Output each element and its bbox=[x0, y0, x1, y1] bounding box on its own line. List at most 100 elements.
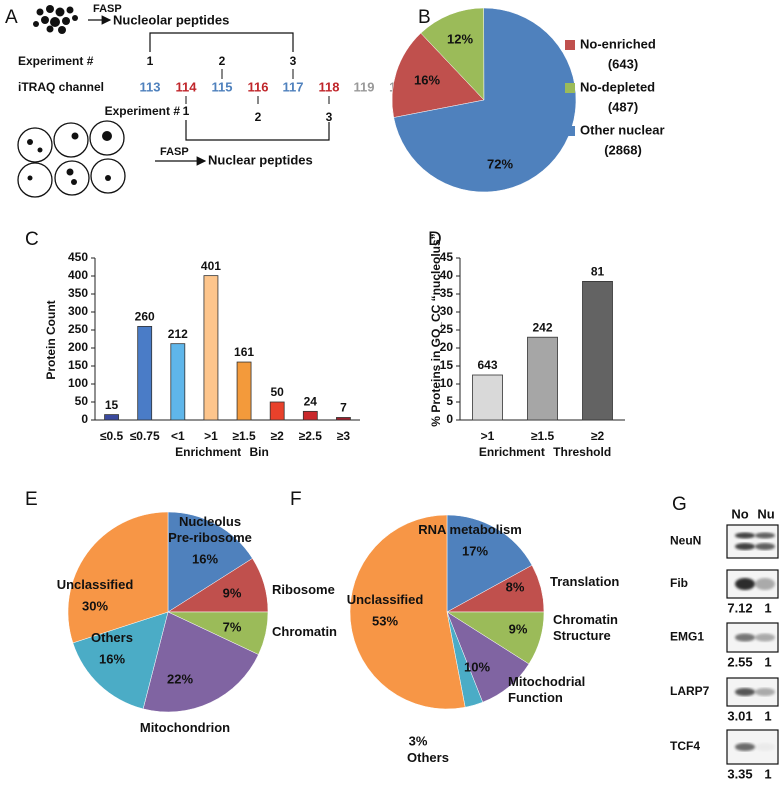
product-label: Nuclear peptides bbox=[208, 152, 313, 167]
blot-ratio: 3.35 bbox=[727, 766, 752, 781]
bar bbox=[582, 280, 613, 421]
experiment-number: 1 bbox=[183, 104, 190, 118]
x-tick-label: ≥3 bbox=[337, 429, 351, 443]
bar bbox=[104, 414, 119, 421]
x-tick-label: ≤0.75 bbox=[130, 429, 160, 443]
bar-value-label: 7 bbox=[340, 401, 347, 415]
pie-slice bbox=[142, 611, 259, 713]
y-tick-label: 0 bbox=[446, 412, 453, 426]
y-tick-label: 0 bbox=[81, 412, 88, 426]
y-tick-label: 15 bbox=[440, 358, 454, 372]
pie-slice bbox=[391, 32, 485, 118]
bar-value-label: 24 bbox=[304, 395, 318, 409]
blot-band bbox=[755, 633, 775, 642]
y-tick-label: 25 bbox=[440, 322, 454, 336]
legend-count: (2868) bbox=[604, 142, 642, 157]
y-tick-label: 200 bbox=[68, 340, 88, 354]
blot-ratio: 3.01 bbox=[727, 708, 752, 723]
legend-count: (643) bbox=[608, 56, 638, 71]
y-tick-label: 400 bbox=[68, 268, 88, 282]
panel-label: E bbox=[25, 489, 38, 510]
legend-swatch bbox=[565, 83, 575, 93]
bar bbox=[203, 275, 219, 421]
slice-label: 9% bbox=[509, 621, 528, 636]
blot-row-label: TCF4 bbox=[670, 739, 700, 753]
blot-band bbox=[735, 543, 755, 550]
slice-label: 7% bbox=[223, 619, 242, 634]
nucleoli-dots bbox=[27, 131, 112, 185]
blot-row-label: Fib bbox=[670, 576, 688, 590]
slice-label: 9% bbox=[223, 585, 242, 600]
blot-ratio: 1 bbox=[764, 766, 771, 781]
channel-label: 117 bbox=[283, 79, 304, 94]
legend-label: No-enriched bbox=[580, 36, 656, 51]
y-tick-label: 45 bbox=[440, 250, 454, 264]
legend-count: (487) bbox=[608, 99, 638, 114]
y-tick-label: 30 bbox=[440, 304, 454, 318]
slice-label: 8% bbox=[506, 579, 525, 594]
channel-label: 114 bbox=[176, 79, 198, 94]
bar-value-label: 212 bbox=[168, 327, 188, 341]
blot-row-label: LARP7 bbox=[670, 684, 710, 698]
slice-label: 16% bbox=[414, 72, 440, 87]
bracket bbox=[185, 120, 330, 141]
bar-value-label: 81 bbox=[591, 265, 605, 279]
channel-label: 118 bbox=[319, 79, 340, 94]
bar bbox=[269, 401, 285, 421]
x-axis-title: Enrichment Bin bbox=[175, 445, 269, 459]
blot-ratio: 2.55 bbox=[727, 654, 752, 669]
panel-label: B bbox=[418, 7, 431, 28]
slice-label: 12% bbox=[447, 31, 473, 46]
lane-label: Nu bbox=[757, 506, 774, 521]
pie-slice bbox=[420, 7, 485, 101]
experiment-number: 3 bbox=[290, 54, 297, 68]
x-tick-label: >1 bbox=[481, 429, 495, 443]
bar-value-label: 15 bbox=[105, 398, 119, 412]
legend-swatch bbox=[565, 40, 575, 50]
x-tick-label: ≥2.5 bbox=[299, 429, 323, 443]
slice-label: 72% bbox=[487, 156, 513, 171]
y-tick-label: 100 bbox=[68, 376, 88, 390]
pie-slice bbox=[72, 611, 169, 710]
blot-band bbox=[755, 543, 775, 550]
channel-label: 116 bbox=[248, 79, 269, 94]
y-tick-label: 250 bbox=[68, 322, 88, 336]
y-axis-title: % Proteins in GO_CC “nucleolus” bbox=[429, 233, 443, 426]
bar bbox=[472, 374, 503, 421]
bar-value-label: 260 bbox=[135, 310, 155, 324]
slice-label: 10% bbox=[464, 659, 490, 674]
nucleoli-icon bbox=[33, 5, 78, 34]
channel-label: 113 bbox=[140, 79, 161, 94]
pie-slice bbox=[349, 514, 466, 710]
channel-label: 119 bbox=[354, 79, 375, 94]
x-tick-label: >1 bbox=[204, 429, 218, 443]
blot-band bbox=[735, 532, 755, 539]
x-tick-label: <1 bbox=[171, 429, 185, 443]
panel-label: F bbox=[290, 489, 302, 510]
panel-label: D bbox=[428, 229, 442, 250]
bar-value-label: 401 bbox=[201, 259, 221, 273]
y-tick-label: 450 bbox=[68, 250, 88, 264]
channel-label: 115 bbox=[212, 79, 233, 94]
slice-label: 30% bbox=[82, 598, 108, 613]
product-label: Nucleolar peptides bbox=[113, 12, 229, 27]
row-label: iTRAQ channel bbox=[18, 80, 104, 94]
experiment-number: 2 bbox=[255, 110, 262, 124]
method-label: FASP bbox=[93, 3, 122, 15]
y-tick-label: 300 bbox=[68, 304, 88, 318]
blot-row-label: EMG1 bbox=[670, 630, 704, 644]
x-tick-label: ≥1.5 bbox=[531, 429, 555, 443]
legend-label: Other nuclear bbox=[580, 122, 665, 137]
bracket bbox=[149, 32, 294, 52]
y-tick-label: 50 bbox=[75, 394, 89, 408]
y-tick-label: 5 bbox=[446, 394, 453, 408]
nuclei-icon bbox=[17, 120, 126, 198]
pie-slice bbox=[446, 514, 533, 613]
y-tick-label: 20 bbox=[440, 340, 454, 354]
blot-band bbox=[735, 578, 755, 590]
x-tick-label: ≤0.5 bbox=[100, 429, 124, 443]
x-axis-title: Enrichment Threshold bbox=[479, 445, 611, 459]
y-axis-title: Protein Count bbox=[44, 300, 58, 379]
blot-frame bbox=[726, 524, 779, 559]
